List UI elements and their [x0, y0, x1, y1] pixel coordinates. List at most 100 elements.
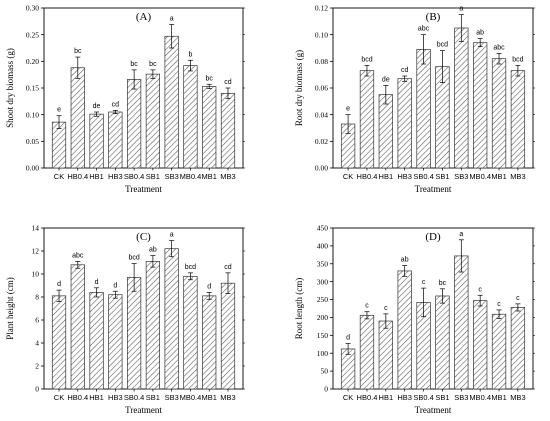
- y-axis-title: Plant height (cm): [5, 277, 15, 340]
- panel-c-title: (C): [136, 231, 151, 243]
- panel-a-title: (A): [136, 11, 152, 23]
- x-tick-label: HB0.4: [67, 393, 88, 402]
- significance-letter: bcd: [361, 56, 372, 63]
- bar: [416, 48, 431, 169]
- significance-letter: bcd: [512, 56, 523, 63]
- y-tick-label: 300: [317, 277, 329, 286]
- x-tick-label: MB3: [510, 172, 525, 181]
- x-tick-label: CK: [54, 172, 64, 181]
- y-tick-label: 0.10: [315, 30, 328, 39]
- y-tick-label: 0.05: [26, 137, 39, 146]
- significance-letter: a: [459, 231, 463, 238]
- bar: [108, 111, 123, 169]
- bar: [397, 78, 412, 169]
- bar: [220, 282, 236, 390]
- significance-letter: ab: [476, 30, 484, 37]
- x-axis-title: Treatment: [125, 405, 162, 415]
- significance-letter: bc: [74, 48, 82, 55]
- x-tick-label: MB1: [491, 172, 506, 181]
- bar: [108, 294, 123, 390]
- significance-letter: e: [346, 106, 350, 113]
- x-tick-label: HB3: [108, 393, 123, 402]
- significance-letter: c: [516, 295, 520, 302]
- bar: [89, 113, 104, 169]
- significance-letter: bcd: [128, 255, 139, 262]
- y-tick-label: 100: [317, 349, 329, 358]
- bar: [473, 300, 488, 390]
- x-tick-label: MB3: [220, 172, 235, 181]
- x-tick-label: MB1: [201, 393, 216, 402]
- y-tick-label: 50: [321, 367, 329, 376]
- bar: [145, 73, 160, 169]
- x-tick-label: SB1: [435, 393, 449, 402]
- x-axis-title: Treatment: [415, 405, 452, 415]
- y-tick-label: 0: [324, 385, 328, 394]
- significance-letter: e: [57, 107, 61, 114]
- significance-letter: ab: [401, 257, 409, 264]
- x-tick-label: SB1: [435, 172, 449, 181]
- significance-letter: d: [113, 282, 117, 289]
- y-tick-label: 250: [317, 295, 329, 304]
- significance-letter: c: [384, 305, 388, 312]
- significance-letter: abc: [418, 26, 430, 33]
- significance-letter: de: [93, 103, 101, 110]
- significance-letter: cd: [112, 101, 120, 108]
- significance-letter: abc: [72, 252, 84, 259]
- bar: [491, 58, 507, 169]
- bar: [127, 277, 142, 390]
- significance-letter: de: [382, 76, 390, 83]
- x-tick-label: SB0.4: [124, 393, 144, 402]
- x-tick-label: CK: [343, 393, 353, 402]
- significance-letter: c: [365, 303, 369, 310]
- y-tick-label: 0.04: [315, 110, 328, 119]
- y-tick-label: 0.02: [315, 137, 328, 146]
- bar: [51, 121, 67, 169]
- y-tick-label: 6: [35, 316, 39, 325]
- bar: [359, 70, 375, 169]
- bar: [70, 264, 85, 390]
- y-tick-label: 200: [317, 313, 329, 322]
- x-tick-label: SB3: [454, 393, 468, 402]
- significance-letter: c: [422, 279, 426, 286]
- x-tick-label: SB1: [146, 393, 160, 402]
- y-tick-label: 14: [32, 224, 40, 233]
- x-tick-label: HB1: [89, 172, 104, 181]
- significance-letter: a: [170, 232, 174, 239]
- x-tick-label: HB0.4: [67, 172, 88, 181]
- y-tick-label: 0.15: [26, 84, 39, 93]
- y-axis-title: Root length (cm): [294, 278, 304, 340]
- y-tick-label: 0: [35, 385, 39, 394]
- y-tick-label: 8: [35, 293, 39, 302]
- bar: [473, 42, 488, 169]
- bar: [164, 248, 179, 390]
- bar: [51, 295, 67, 390]
- significance-letter: cd: [224, 79, 232, 86]
- y-axis-title: Shoot dry biomass (g): [5, 48, 15, 128]
- x-tick-label: HB3: [397, 393, 412, 402]
- y-tick-label: 0.25: [26, 30, 39, 39]
- x-tick-label: SB0.4: [413, 172, 433, 181]
- bar: [70, 67, 85, 169]
- bar: [183, 275, 198, 390]
- x-tick-label: SB0.4: [413, 393, 433, 402]
- bar: [183, 65, 198, 169]
- x-axis-title: Treatment: [125, 184, 162, 194]
- x-tick-label: SB3: [454, 172, 468, 181]
- bar: [340, 348, 356, 390]
- significance-letter: abc: [493, 44, 505, 51]
- y-tick-label: 0.00: [315, 164, 328, 173]
- x-axis-title: Treatment: [415, 184, 452, 194]
- significance-letter: bcd: [437, 42, 448, 49]
- y-tick-label: 2: [35, 362, 39, 371]
- significance-letter: bc: [130, 61, 138, 68]
- x-tick-label: MB0.4: [180, 393, 202, 402]
- y-tick-label: 0.12: [315, 4, 328, 13]
- bar: [202, 295, 217, 390]
- significance-letter: cd: [224, 264, 232, 271]
- bar: [454, 27, 469, 169]
- x-tick-label: MB1: [491, 393, 506, 402]
- bar: [435, 295, 450, 390]
- panel-c-plant-height: 02468101214dCKabcHB0.4dHB1dHB3bcdSB0.4ab…: [5, 224, 245, 415]
- significance-letter: d: [95, 279, 99, 286]
- significance-letter: d: [57, 281, 61, 288]
